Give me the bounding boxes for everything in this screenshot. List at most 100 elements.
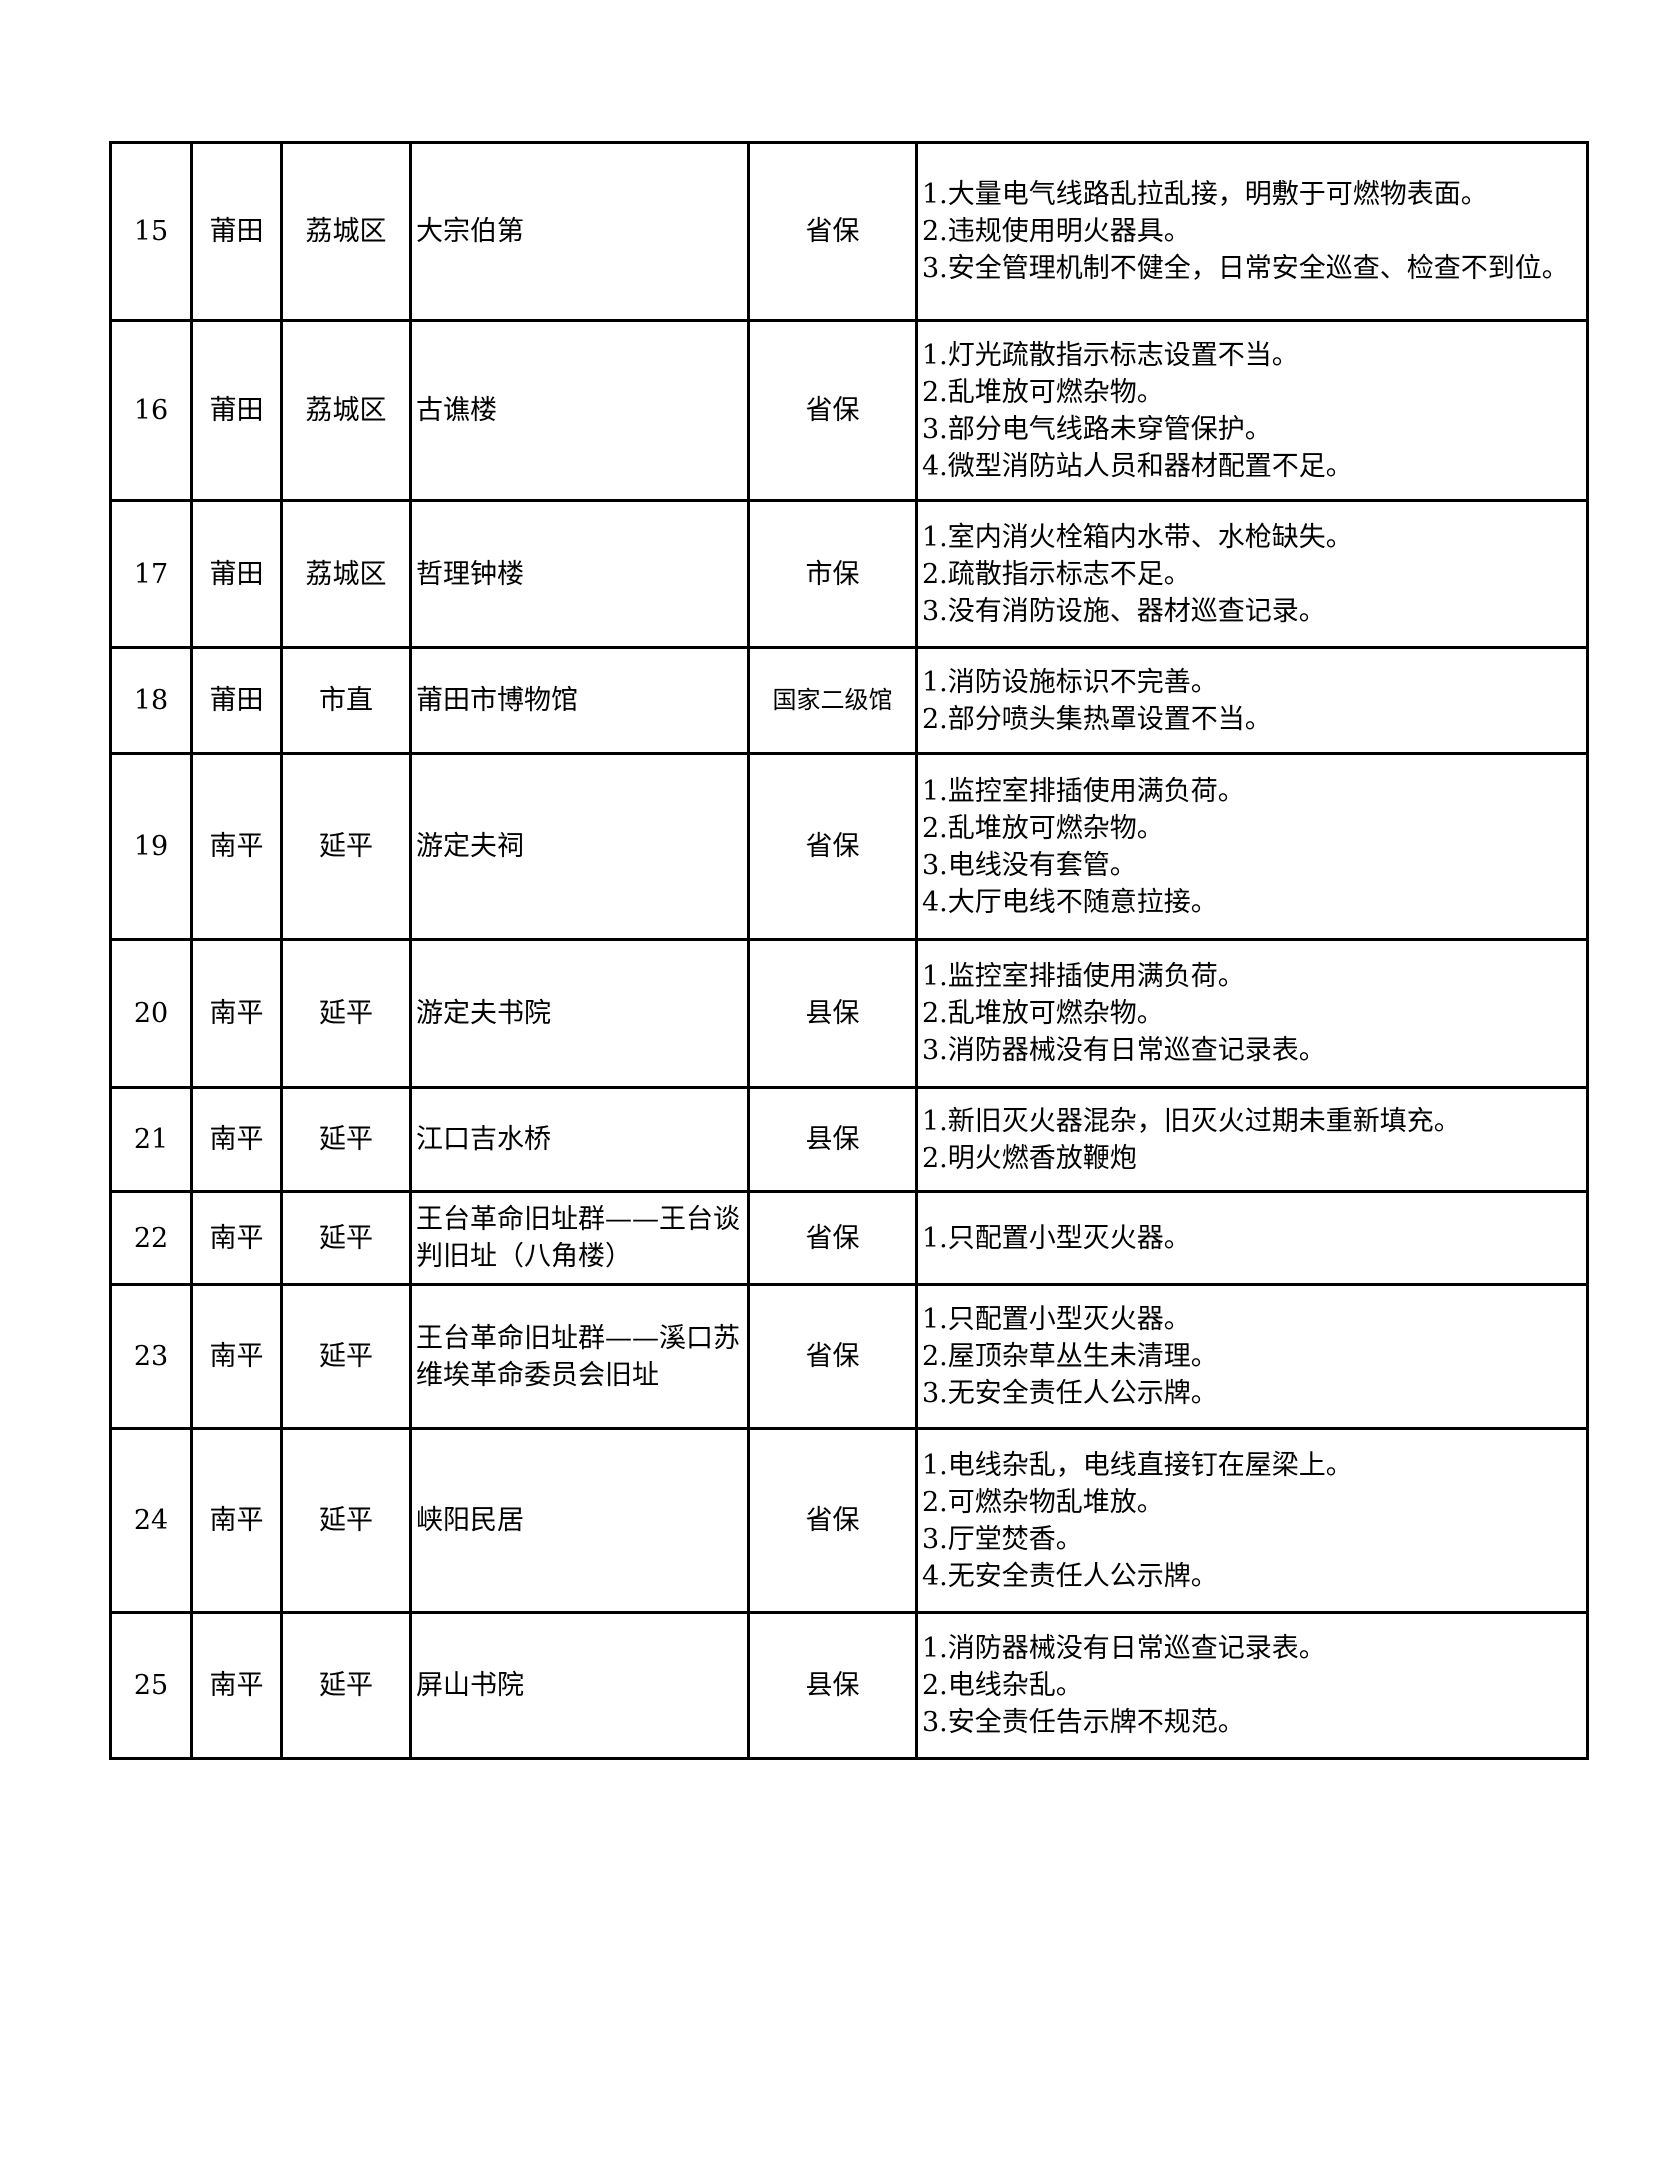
issue-item: 3.无安全责任人公示牌。 [922, 1378, 1218, 1409]
issues-cell: 1.只配置小型灭火器。 2.屋顶杂草丛生未清理。 3.无安全责任人公示牌。 [915, 1283, 1589, 1430]
site-name-cell: 屏山书院 [409, 1611, 750, 1760]
city-cell: 南平 [190, 938, 283, 1089]
issue-item: 3.电线没有套管。 [922, 849, 1137, 881]
issue-item: 2.可燃杂物乱堆放。 [922, 1486, 1164, 1518]
issues-cell: 1.监控室排插使用满负荷。 2.乱堆放可燃杂物。 3.电线没有套管。 4.大厅电线不随… [915, 752, 1589, 941]
issue-item: 1.室内消火栓箱内水带、水枪缺失。 [922, 521, 1353, 553]
issue-item: 1.灯光疏散指示标志设置不当。 [922, 339, 1299, 371]
protection-level-cell: 省保 [747, 319, 918, 502]
city-cell: 南平 [190, 1283, 283, 1430]
issue-item: 2.部分喷头集热罩设置不当。 [922, 703, 1272, 735]
issue-item: 1.监控室排插使用满负荷。 [922, 961, 1245, 992]
issue-item: 3.厅堂焚香。 [922, 1523, 1083, 1555]
site-name-cell: 王台革命旧址群——王台谈判旧址（八角楼） [409, 1190, 750, 1286]
city-cell: 南平 [190, 1190, 283, 1286]
district-cell: 延平 [280, 938, 412, 1089]
issues-cell: 1.大量电气线路乱拉乱接，明敷于可燃物表面。 2.违规使用明火器具。 3.安全管理机… [915, 141, 1589, 322]
issue-item: 2.电线杂乱。 [922, 1670, 1083, 1701]
issue-item: 3.没有消防设施、器材巡查记录。 [922, 595, 1326, 627]
issue-item: 2.违规使用明火器具。 [922, 216, 1191, 247]
table-row: 15 莆田 荔城区 大宗伯第 省保 1.大量电气线路乱拉乱接，明敷于可燃物表面。 2.违规使… [109, 141, 1589, 322]
protection-level-cell: 县保 [747, 938, 918, 1089]
protection-level-cell: 省保 [747, 752, 918, 941]
table-row: 21 南平 延平 江口吉水桥 县保 1.新旧灭火器混杂，旧灭火过期未重新填充。 2.明火燃香… [109, 1086, 1589, 1193]
issue-item: 1.消防器械没有日常巡查记录表。 [922, 1633, 1326, 1664]
row-number: 17 [109, 499, 193, 649]
site-name-cell: 哲理钟楼 [409, 499, 750, 649]
site-name-cell: 江口吉水桥 [409, 1086, 750, 1193]
issues-cell: 1.只配置小型灭火器。 [915, 1190, 1589, 1286]
table-row: 20 南平 延平 游定夫书院 县保 1.监控室排插使用满负荷。 2.乱堆放可燃杂物。 3.消防… [109, 938, 1589, 1089]
protection-level-cell: 省保 [747, 141, 918, 322]
row-number: 21 [109, 1086, 193, 1193]
row-number: 24 [109, 1427, 193, 1614]
row-number: 22 [109, 1190, 193, 1286]
issue-item: 2.屋顶杂草丛生未清理。 [922, 1341, 1218, 1372]
row-number: 25 [109, 1611, 193, 1760]
issue-item: 1.电线杂乱，电线直接钉在屋梁上。 [922, 1449, 1353, 1481]
city-cell: 南平 [190, 752, 283, 941]
table-row: 25 南平 延平 屏山书院 县保 1.消防器械没有日常巡查记录表。 2.电线杂乱。 3.安全责… [109, 1611, 1589, 1760]
district-cell: 延平 [280, 1190, 412, 1286]
site-name-cell: 古谯楼 [409, 319, 750, 502]
issues-cell: 1.室内消火栓箱内水带、水枪缺失。 2.疏散指示标志不足。 3.没有消防设施、器材巡… [915, 499, 1589, 649]
protection-level-cell: 县保 [747, 1611, 918, 1760]
issues-cell: 1.消防设施标识不完善。 2.部分喷头集热罩设置不当。 [915, 646, 1589, 755]
city-cell: 南平 [190, 1086, 283, 1193]
protection-level-cell: 市保 [747, 499, 918, 649]
protection-level-cell: 省保 [747, 1190, 918, 1286]
issue-item: 3.安全责任告示牌不规范。 [922, 1707, 1245, 1738]
protection-level-cell: 国家二级馆 [747, 646, 918, 755]
issue-item: 4.无安全责任人公示牌。 [922, 1560, 1218, 1592]
issue-item: 1.只配置小型灭火器。 [922, 1304, 1191, 1335]
issue-item: 3.安全管理机制不健全，日常安全巡查、检查不到位。 [922, 253, 1569, 284]
site-name-cell: 游定夫书院 [409, 938, 750, 1089]
site-name-cell: 峡阳民居 [409, 1427, 750, 1614]
row-number: 19 [109, 752, 193, 941]
district-cell: 延平 [280, 1611, 412, 1760]
issue-item: 2.乱堆放可燃杂物。 [922, 812, 1164, 844]
heritage-fire-inspection-table: 15 莆田 荔城区 大宗伯第 省保 1.大量电气线路乱拉乱接，明敷于可燃物表面。 2.违规使… [109, 141, 1589, 1760]
row-number: 23 [109, 1283, 193, 1430]
issues-cell: 1.监控室排插使用满负荷。 2.乱堆放可燃杂物。 3.消防器械没有日常巡查记录表。 [915, 938, 1589, 1089]
district-cell: 荔城区 [280, 141, 412, 322]
issue-item: 3.消防器械没有日常巡查记录表。 [922, 1035, 1326, 1066]
table-row: 16 莆田 荔城区 古谯楼 省保 1.灯光疏散指示标志设置不当。 2.乱堆放可燃杂物。 3.部… [109, 319, 1589, 502]
table-row: 18 莆田 市直 莆田市博物馆 国家二级馆 1.消防设施标识不完善。 2.部分喷头集热罩设置… [109, 646, 1589, 755]
protection-level-cell: 县保 [747, 1086, 918, 1193]
issue-item: 3.部分电气线路未穿管保护。 [922, 413, 1272, 445]
issue-item: 2.乱堆放可燃杂物。 [922, 998, 1164, 1029]
issues-cell: 1.灯光疏散指示标志设置不当。 2.乱堆放可燃杂物。 3.部分电气线路未穿管保护。 4… [915, 319, 1589, 502]
city-cell: 莆田 [190, 319, 283, 502]
site-name-cell: 王台革命旧址群——溪口苏维埃革命委员会旧址 [409, 1283, 750, 1430]
issue-item: 4.大厅电线不随意拉接。 [922, 886, 1218, 918]
protection-level-cell: 省保 [747, 1427, 918, 1614]
table-row: 24 南平 延平 峡阳民居 省保 1.电线杂乱，电线直接钉在屋梁上。 2.可燃杂物乱堆放。 3… [109, 1427, 1589, 1614]
district-cell: 市直 [280, 646, 412, 755]
issue-item: 2.疏散指示标志不足。 [922, 558, 1191, 590]
issues-cell: 1.新旧灭火器混杂，旧灭火过期未重新填充。 2.明火燃香放鞭炮 [915, 1086, 1589, 1193]
issue-item: 4.微型消防站人员和器材配置不足。 [922, 450, 1353, 482]
city-cell: 莆田 [190, 499, 283, 649]
site-name-cell: 游定夫祠 [409, 752, 750, 941]
city-cell: 南平 [190, 1611, 283, 1760]
district-cell: 延平 [280, 1427, 412, 1614]
issue-item: 1.监控室排插使用满负荷。 [922, 775, 1245, 807]
issues-cell: 1.电线杂乱，电线直接钉在屋梁上。 2.可燃杂物乱堆放。 3.厅堂焚香。 4.无安全责… [915, 1427, 1589, 1614]
row-number: 20 [109, 938, 193, 1089]
site-name-cell: 莆田市博物馆 [409, 646, 750, 755]
city-cell: 莆田 [190, 646, 283, 755]
issue-item: 2.乱堆放可燃杂物。 [922, 376, 1164, 408]
district-cell: 荔城区 [280, 319, 412, 502]
protection-level-cell: 省保 [747, 1283, 918, 1430]
issue-item: 1.新旧灭火器混杂，旧灭火过期未重新填充。 [922, 1105, 1461, 1137]
city-cell: 南平 [190, 1427, 283, 1614]
district-cell: 延平 [280, 1086, 412, 1193]
issue-item: 1.消防设施标识不完善。 [922, 666, 1218, 698]
site-name-cell: 大宗伯第 [409, 141, 750, 322]
city-cell: 莆田 [190, 141, 283, 322]
row-number: 15 [109, 141, 193, 322]
issue-item: 1.大量电气线路乱拉乱接，明敷于可燃物表面。 [922, 179, 1488, 210]
table-row: 23 南平 延平 王台革命旧址群——溪口苏维埃革命委员会旧址 省保 1.只配置小型灭火器。… [109, 1283, 1589, 1430]
issue-item: 1.只配置小型灭火器。 [922, 1222, 1191, 1254]
